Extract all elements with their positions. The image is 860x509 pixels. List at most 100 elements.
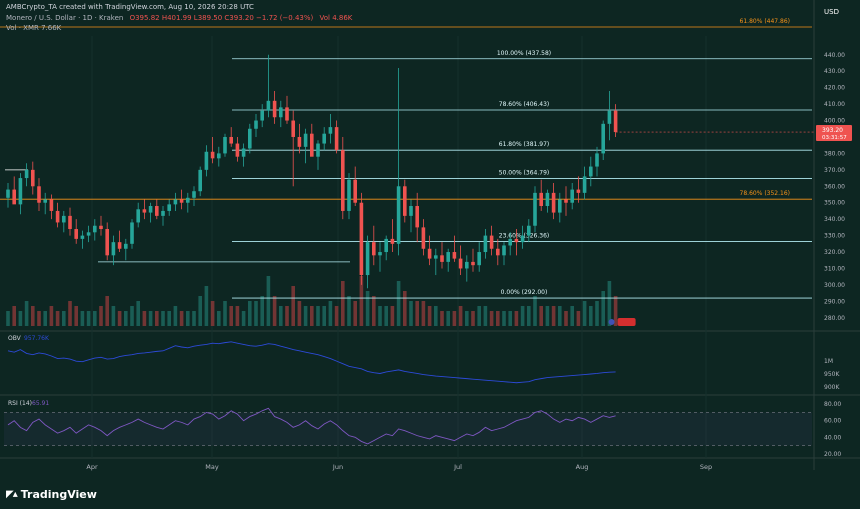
candle-body xyxy=(334,127,339,151)
price-axis-label: 350.00 xyxy=(824,200,845,207)
fib-level-label: 0.00% (292.00) xyxy=(501,289,548,296)
candle-body xyxy=(161,210,165,216)
volume-bar xyxy=(179,311,184,326)
volume-bar xyxy=(74,306,78,326)
volume-bar xyxy=(533,296,537,326)
candle-body xyxy=(458,258,463,269)
volume-bar xyxy=(477,306,481,326)
candle-body xyxy=(322,133,326,144)
candle-body xyxy=(514,238,519,243)
candle-body xyxy=(427,248,432,259)
candle-body xyxy=(99,225,103,230)
candle-body xyxy=(607,110,612,124)
volume-bar xyxy=(62,311,66,326)
candle-body xyxy=(359,202,364,276)
candle-body xyxy=(396,186,401,244)
candle-body xyxy=(372,242,376,256)
candle-body xyxy=(527,225,531,236)
candle-body xyxy=(93,225,97,233)
volume-bar xyxy=(254,301,258,326)
candle-body xyxy=(210,151,215,159)
brand-name: TradingView xyxy=(20,488,97,501)
candle-body xyxy=(434,255,438,259)
current-price-badge xyxy=(816,125,852,142)
volume-bar xyxy=(508,311,512,326)
price-axis-label: 290.00 xyxy=(824,298,845,305)
volume-bar xyxy=(446,311,450,326)
volume-bar xyxy=(409,301,413,326)
volume-bar xyxy=(105,296,109,326)
orange-level-label: 78.60% (352.16) xyxy=(740,190,790,197)
volume-bar xyxy=(551,306,556,326)
candle-body xyxy=(241,148,246,157)
volume-bar xyxy=(266,276,271,326)
obv-axis-label: 900K xyxy=(824,384,840,391)
price-axis-label: 410.00 xyxy=(824,101,845,108)
obv-title: OBV xyxy=(8,335,22,342)
symbol-title[interactable]: Monero / U.S. Dollar · 1D · Kraken O395.… xyxy=(6,14,352,22)
volume-bar xyxy=(384,306,388,326)
currency-label[interactable]: USD xyxy=(824,8,839,16)
price-axis-label: 320.00 xyxy=(824,249,845,256)
candle-body xyxy=(613,110,618,133)
candle-body xyxy=(576,189,581,193)
candle-body xyxy=(12,189,16,205)
volume-bar xyxy=(6,311,10,326)
time-axis-label: Jun xyxy=(332,463,343,471)
candle-body xyxy=(167,204,171,211)
volume-bar xyxy=(235,306,240,326)
obv-line xyxy=(7,341,616,384)
candle-body xyxy=(477,252,481,266)
candle-body xyxy=(291,120,295,137)
volume-bar xyxy=(589,306,593,326)
rsi-value: 65.91 xyxy=(32,400,49,407)
candle-body xyxy=(55,210,60,223)
candle-body xyxy=(403,186,407,216)
candle-body xyxy=(551,192,556,213)
volume-bar xyxy=(396,281,401,326)
candle-body xyxy=(595,153,599,167)
candle-body xyxy=(111,242,116,256)
obv-axis-label: 1M xyxy=(824,358,833,365)
volume-bar xyxy=(49,306,54,326)
candle-body xyxy=(471,261,475,266)
volume-bar xyxy=(539,306,543,326)
candle-body xyxy=(279,107,283,118)
candle-body xyxy=(378,252,382,256)
candle-body xyxy=(421,227,426,249)
volume-bar xyxy=(595,301,599,326)
rsi-axis-label: 80.00 xyxy=(824,401,841,408)
price-axis-label: 400.00 xyxy=(824,118,845,125)
volume-values: Vol 4.86K xyxy=(319,14,353,22)
candle-body xyxy=(465,261,469,269)
volume-bar xyxy=(545,306,550,326)
volume-bar xyxy=(204,286,209,326)
candle-body xyxy=(248,128,252,149)
volume-bar xyxy=(68,301,72,326)
candle-body xyxy=(260,110,264,121)
volume-bar xyxy=(489,311,494,326)
volume-bar xyxy=(440,311,444,326)
candle-body xyxy=(86,232,91,236)
volume-bar xyxy=(403,291,407,326)
tradingview-logo-icon: ◤▴ xyxy=(6,489,18,500)
volume-bar xyxy=(353,301,357,326)
candle-body xyxy=(310,133,314,157)
candle-body xyxy=(415,206,419,228)
candle-body xyxy=(365,242,370,276)
volume-bar xyxy=(217,311,221,326)
tradingview-brand[interactable]: ◤▴ TradingView xyxy=(6,488,97,501)
candle-body xyxy=(117,242,122,249)
volume-bar xyxy=(607,281,612,326)
volume-indicator-label[interactable]: Vol · XMR 7.66K xyxy=(6,24,62,32)
volume-bar xyxy=(192,311,196,326)
event-icon xyxy=(608,319,615,325)
volume-bar xyxy=(576,311,581,326)
candle-body xyxy=(124,243,128,249)
price-axis-label: 420.00 xyxy=(824,85,845,92)
volume-bar xyxy=(18,311,23,326)
volume-bar xyxy=(279,306,283,326)
volume-bar xyxy=(465,311,469,326)
time-axis-label: May xyxy=(205,463,219,471)
candle-body xyxy=(18,178,23,205)
